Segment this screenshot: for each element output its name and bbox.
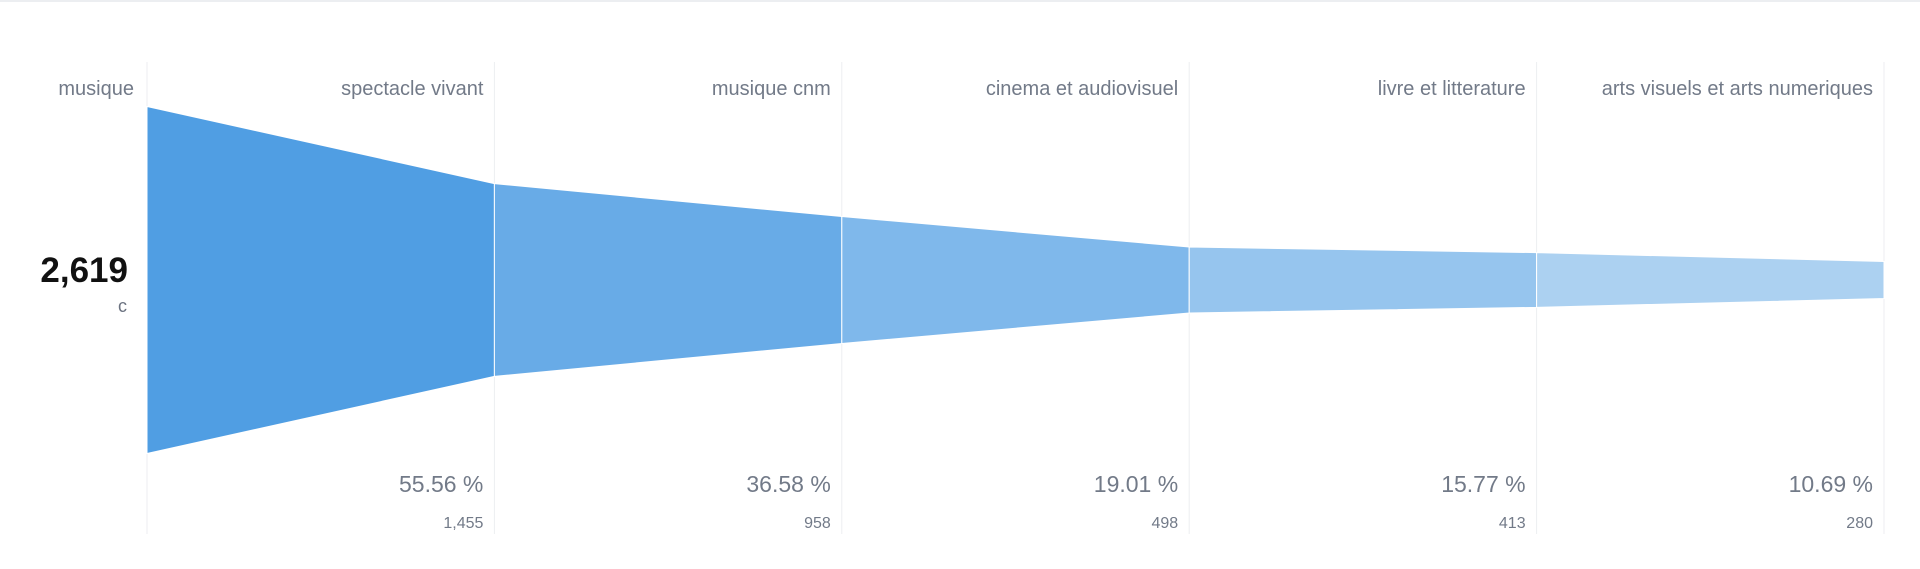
step-percent: 36.58 % xyxy=(746,471,830,497)
funnel-band-2[interactable] xyxy=(493,183,843,377)
funnel-labels: musique 2,619 c spectacle vivant 55.56 % 1… xyxy=(40,78,1873,532)
step-label: cinema et audiovisuel xyxy=(986,78,1178,100)
funnel-band-4[interactable] xyxy=(1188,246,1538,314)
step-percent: 10.69 % xyxy=(1789,471,1873,497)
funnel-bands xyxy=(146,105,1885,455)
funnel-band-1[interactable] xyxy=(146,105,495,455)
funnel-band-3[interactable] xyxy=(841,215,1190,345)
step-percent: 19.01 % xyxy=(1094,471,1178,497)
first-step-value: 2,619 xyxy=(40,251,128,290)
step-count: 280 xyxy=(1846,515,1873,532)
column-dividers xyxy=(146,62,1885,534)
first-step-unit: c xyxy=(118,296,127,316)
step-label: arts visuels et arts numeriques xyxy=(1602,78,1873,100)
step-label: musique cnm xyxy=(712,78,831,100)
top-divider xyxy=(0,0,1920,2)
first-step-label: musique xyxy=(58,78,134,100)
step-count: 413 xyxy=(1499,515,1526,532)
funnel-band-5[interactable] xyxy=(1536,252,1885,308)
step-count: 958 xyxy=(804,515,831,532)
step-percent: 15.77 % xyxy=(1441,471,1525,497)
step-label: spectacle vivant xyxy=(341,78,484,100)
step-count: 1,455 xyxy=(443,515,483,532)
step-percent: 55.56 % xyxy=(399,471,483,497)
step-count: 498 xyxy=(1151,515,1178,532)
step-label: livre et litterature xyxy=(1378,78,1526,100)
